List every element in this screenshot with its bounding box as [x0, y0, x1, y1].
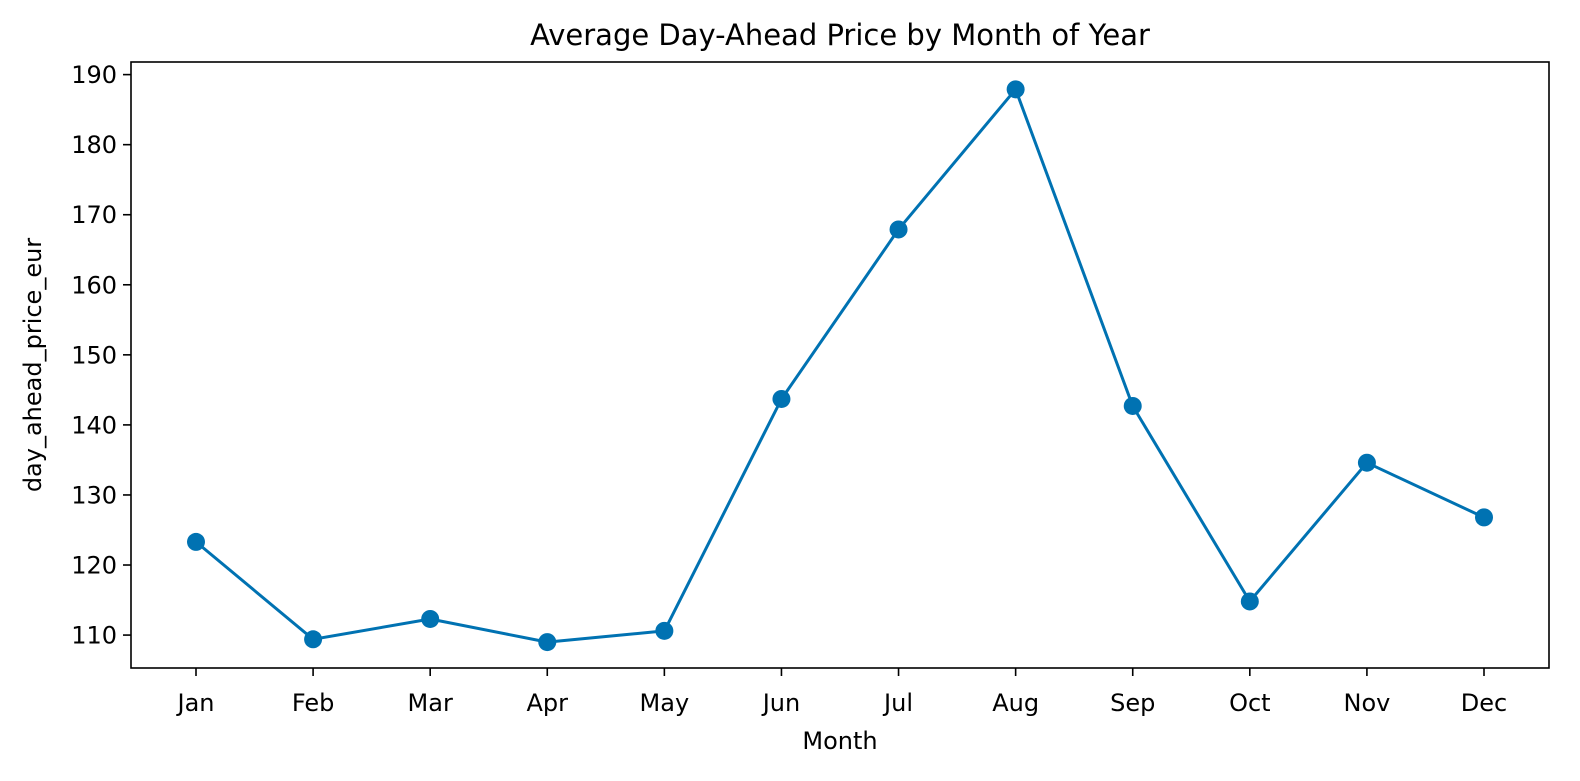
y-axis: 110 120 130 140 150 160 170 180 190 — [71, 61, 131, 650]
y-tick-label: 110 — [71, 622, 117, 650]
x-tick-label: Feb — [292, 689, 335, 717]
y-tick-label: 150 — [71, 341, 117, 369]
data-point-oct — [1240, 592, 1259, 611]
data-point-sep — [1123, 396, 1142, 415]
data-point-jul — [889, 220, 908, 239]
x-tick-label: Sep — [1110, 689, 1155, 717]
x-tick-label: Nov — [1343, 689, 1390, 717]
x-axis: Jan Feb Mar Apr May Jun Jul Aug Sep Oct Nov Dec — [176, 668, 1507, 717]
y-tick-label: 120 — [71, 552, 117, 580]
x-tick-label: Apr — [527, 689, 569, 717]
y-axis-label: day_ahead_price_eur — [19, 238, 47, 492]
data-point-jun — [772, 389, 791, 408]
data-point-apr — [538, 633, 557, 652]
x-tick-label: Mar — [408, 689, 453, 717]
chart-title: Average Day-Ahead Price by Month of Year — [530, 18, 1150, 52]
plot-frame — [130, 61, 1550, 669]
data-point-jan — [187, 532, 205, 551]
x-tick-label: Dec — [1461, 689, 1507, 717]
y-tick-label: 140 — [71, 411, 117, 439]
data-point-aug — [1006, 80, 1025, 99]
x-axis-label: Month — [802, 727, 877, 755]
y-tick-label: 170 — [71, 201, 117, 229]
data-point-feb — [304, 630, 323, 649]
x-tick-label: Aug — [992, 689, 1039, 717]
data-point-may — [655, 621, 674, 640]
x-tick-label: Jan — [176, 689, 215, 717]
series-line — [195, 87, 1485, 644]
data-point-dec — [1475, 508, 1493, 527]
x-tick-label: Jun — [761, 689, 801, 717]
x-tick-label: May — [640, 689, 690, 717]
x-tick-label: Oct — [1229, 689, 1271, 717]
y-tick-label: 130 — [71, 481, 117, 509]
y-tick-label: 180 — [71, 131, 117, 159]
data-point-mar — [421, 609, 440, 628]
series-layer — [187, 80, 1493, 652]
data-point-nov — [1357, 453, 1376, 472]
y-tick-label: 190 — [71, 61, 117, 89]
x-tick-label: Jul — [882, 689, 913, 717]
y-tick-label: 160 — [71, 271, 117, 299]
